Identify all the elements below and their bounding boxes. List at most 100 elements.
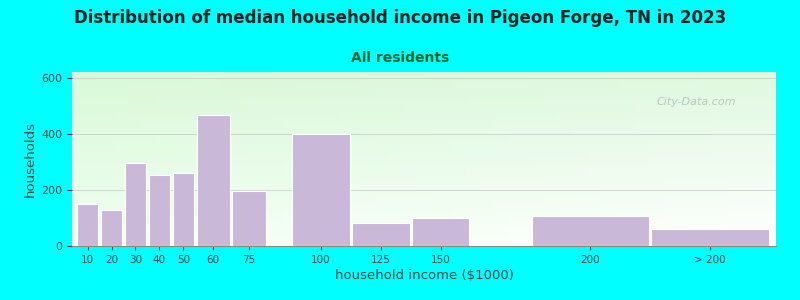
Bar bbox=[79, 72, 86, 246]
Bar bbox=[72, 201, 776, 203]
Bar bbox=[72, 79, 776, 81]
Bar bbox=[72, 142, 776, 143]
Bar bbox=[72, 121, 776, 122]
Bar bbox=[466, 72, 474, 246]
Bar bbox=[515, 72, 522, 246]
Bar bbox=[72, 244, 776, 246]
Bar bbox=[354, 72, 361, 246]
Bar bbox=[72, 136, 776, 138]
Bar bbox=[72, 126, 776, 128]
Bar bbox=[241, 72, 248, 246]
Bar bbox=[72, 187, 776, 189]
Bar bbox=[572, 72, 579, 246]
Bar bbox=[72, 185, 776, 187]
Bar bbox=[769, 72, 776, 246]
X-axis label: household income ($1000): household income ($1000) bbox=[334, 269, 514, 282]
Bar bbox=[72, 241, 776, 242]
Bar bbox=[509, 72, 515, 246]
Bar bbox=[762, 72, 769, 246]
Bar bbox=[72, 236, 776, 237]
Bar bbox=[72, 96, 776, 98]
Bar bbox=[72, 199, 776, 201]
Bar bbox=[72, 208, 776, 209]
Bar bbox=[72, 155, 776, 157]
Bar bbox=[86, 72, 93, 246]
Bar bbox=[593, 72, 600, 246]
Bar bbox=[339, 72, 346, 246]
Bar bbox=[72, 109, 776, 110]
Bar bbox=[72, 232, 776, 234]
Bar bbox=[72, 218, 776, 220]
Bar bbox=[269, 72, 276, 246]
Bar bbox=[72, 192, 776, 194]
Bar bbox=[698, 72, 706, 246]
Bar bbox=[72, 159, 776, 161]
Bar bbox=[93, 72, 100, 246]
Bar bbox=[382, 72, 389, 246]
Bar bbox=[72, 206, 776, 208]
Bar bbox=[544, 72, 550, 246]
Bar bbox=[438, 72, 445, 246]
Bar bbox=[72, 81, 776, 82]
Bar bbox=[290, 72, 298, 246]
Bar bbox=[72, 204, 776, 206]
Bar bbox=[142, 72, 150, 246]
Bar bbox=[72, 94, 776, 96]
Bar bbox=[72, 124, 776, 126]
Bar bbox=[678, 72, 685, 246]
Bar bbox=[122, 72, 128, 246]
Bar bbox=[691, 72, 698, 246]
Bar bbox=[72, 93, 776, 94]
Bar bbox=[72, 183, 776, 185]
Bar bbox=[213, 72, 220, 246]
Bar bbox=[72, 178, 776, 180]
Bar bbox=[417, 72, 424, 246]
Bar bbox=[72, 211, 776, 213]
Bar bbox=[128, 72, 135, 246]
Bar bbox=[374, 72, 382, 246]
Text: All residents: All residents bbox=[351, 51, 449, 65]
Bar bbox=[424, 72, 431, 246]
Bar bbox=[72, 88, 776, 89]
Bar bbox=[197, 115, 230, 246]
Bar bbox=[586, 72, 593, 246]
Bar bbox=[206, 72, 213, 246]
Bar bbox=[72, 138, 776, 140]
Bar bbox=[396, 72, 403, 246]
Bar bbox=[726, 72, 734, 246]
Bar bbox=[72, 147, 776, 148]
Bar bbox=[532, 216, 649, 246]
Bar bbox=[234, 72, 241, 246]
Bar bbox=[713, 72, 720, 246]
Bar bbox=[72, 122, 776, 124]
Bar bbox=[72, 131, 776, 133]
Bar bbox=[706, 72, 713, 246]
Bar bbox=[72, 98, 776, 100]
Bar bbox=[72, 86, 776, 88]
Bar bbox=[72, 230, 776, 232]
Bar bbox=[227, 72, 234, 246]
Bar bbox=[198, 72, 206, 246]
Bar bbox=[72, 242, 776, 244]
Bar bbox=[530, 72, 537, 246]
Bar bbox=[352, 223, 410, 246]
Bar bbox=[412, 218, 470, 246]
Bar bbox=[621, 72, 628, 246]
Bar bbox=[157, 72, 163, 246]
Bar bbox=[410, 72, 417, 246]
Bar bbox=[522, 72, 530, 246]
Bar bbox=[72, 152, 776, 154]
Bar bbox=[480, 72, 487, 246]
Bar bbox=[72, 234, 776, 236]
Bar bbox=[304, 72, 311, 246]
Bar bbox=[276, 72, 283, 246]
Bar bbox=[318, 72, 326, 246]
Bar bbox=[72, 213, 776, 215]
Bar bbox=[255, 72, 262, 246]
Bar bbox=[628, 72, 635, 246]
Bar bbox=[72, 112, 776, 114]
Text: City-Data.com: City-Data.com bbox=[656, 97, 736, 106]
Bar bbox=[720, 72, 726, 246]
Bar bbox=[72, 169, 776, 171]
Bar bbox=[459, 72, 466, 246]
